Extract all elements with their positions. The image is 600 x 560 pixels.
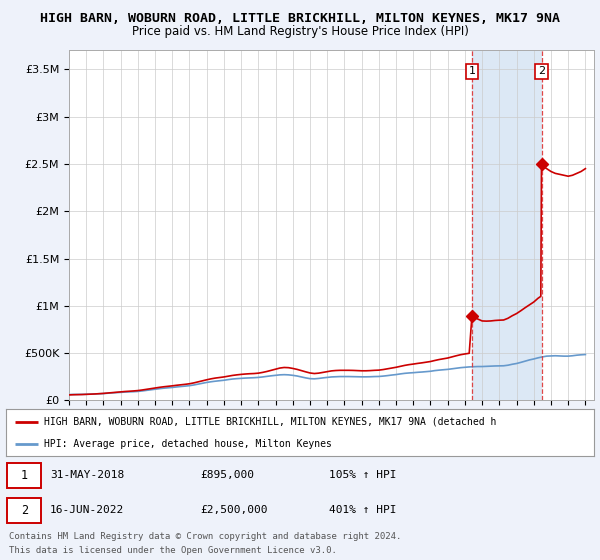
Text: HIGH BARN, WOBURN ROAD, LITTLE BRICKHILL, MILTON KEYNES, MK17 9NA (detached h: HIGH BARN, WOBURN ROAD, LITTLE BRICKHILL… xyxy=(44,417,497,427)
Text: 105% ↑ HPI: 105% ↑ HPI xyxy=(329,470,397,480)
Text: Price paid vs. HM Land Registry's House Price Index (HPI): Price paid vs. HM Land Registry's House … xyxy=(131,25,469,38)
Text: £895,000: £895,000 xyxy=(200,470,254,480)
Text: HIGH BARN, WOBURN ROAD, LITTLE BRICKHILL, MILTON KEYNES, MK17 9NA: HIGH BARN, WOBURN ROAD, LITTLE BRICKHILL… xyxy=(40,12,560,25)
Text: £2,500,000: £2,500,000 xyxy=(200,505,268,515)
Text: 31-MAY-2018: 31-MAY-2018 xyxy=(50,470,124,480)
Text: This data is licensed under the Open Government Licence v3.0.: This data is licensed under the Open Gov… xyxy=(9,547,337,556)
Bar xyxy=(472,50,541,400)
Text: 1: 1 xyxy=(469,67,475,76)
Text: 401% ↑ HPI: 401% ↑ HPI xyxy=(329,505,397,515)
FancyBboxPatch shape xyxy=(7,463,41,488)
Text: 1: 1 xyxy=(20,469,28,482)
Text: HPI: Average price, detached house, Milton Keynes: HPI: Average price, detached house, Milt… xyxy=(44,438,332,449)
Text: 16-JUN-2022: 16-JUN-2022 xyxy=(50,505,124,515)
Text: 2: 2 xyxy=(538,67,545,76)
Text: Contains HM Land Registry data © Crown copyright and database right 2024.: Contains HM Land Registry data © Crown c… xyxy=(9,532,401,541)
Text: 2: 2 xyxy=(20,504,28,517)
FancyBboxPatch shape xyxy=(7,498,41,523)
